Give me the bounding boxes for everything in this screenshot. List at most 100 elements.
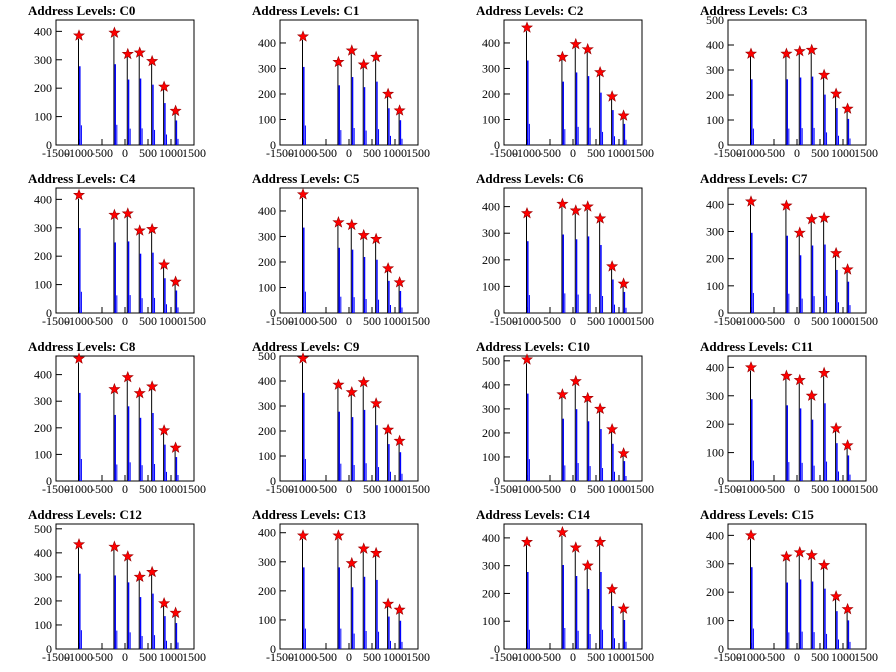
- chart-panel: Address Levels: C11 0 100 200 300 400 -1500-10…: [700, 339, 878, 496]
- x-tick-label: -500: [91, 314, 113, 328]
- star-marker: [569, 541, 582, 553]
- chart-title: Address Levels: C10: [476, 339, 590, 354]
- chart-title: Address Levels: C8: [28, 339, 136, 354]
- y-tick-label: 200: [258, 424, 276, 438]
- star-marker: [146, 380, 159, 392]
- y-tick-label: 100: [34, 618, 52, 632]
- x-tick-label: 0: [122, 650, 128, 664]
- x-tick-label: 1500: [182, 146, 206, 160]
- star-marker: [805, 389, 818, 401]
- x-tick-label: -500: [91, 482, 113, 496]
- star-marker: [793, 226, 806, 239]
- x-tick-label: -1500: [490, 650, 518, 664]
- star-marker: [606, 260, 619, 272]
- star-marker: [146, 222, 159, 235]
- star-marker: [169, 275, 182, 287]
- star-marker: [345, 44, 358, 56]
- x-tick-label: 1500: [406, 650, 430, 664]
- star-marker: [520, 21, 534, 33]
- x-tick-label: 500: [363, 482, 381, 496]
- y-tick-label: 0: [718, 474, 724, 488]
- star-marker: [158, 596, 171, 609]
- plot-frame: [279, 355, 419, 482]
- chart-title: Address Levels: C5: [252, 171, 360, 186]
- star-marker: [805, 548, 818, 561]
- star-marker: [793, 373, 806, 386]
- chart-panel: Address Levels: C6 0 100 200 300 400 -1500-100…: [476, 171, 654, 328]
- x-tick-label: -1500: [266, 650, 294, 664]
- star-marker: [581, 200, 594, 212]
- x-tick-label: 1000: [831, 482, 855, 496]
- x-tick-label: 1000: [159, 482, 183, 496]
- x-tick-label: -500: [91, 146, 113, 160]
- x-tick-label: 500: [139, 482, 157, 496]
- star-marker: [332, 216, 345, 228]
- y-tick-label: 300: [482, 226, 500, 240]
- star-marker: [332, 55, 345, 68]
- y-tick-label: 400: [34, 368, 52, 382]
- star-marker: [780, 47, 793, 59]
- star-marker: [594, 402, 607, 415]
- x-tick-label: 0: [570, 146, 576, 160]
- y-tick-label: 0: [494, 138, 500, 152]
- star-marker: [169, 441, 182, 453]
- star-marker: [345, 218, 358, 231]
- star-marker: [818, 68, 831, 81]
- x-tick-label: 0: [794, 482, 800, 496]
- y-tick-label: 300: [706, 63, 724, 77]
- x-tick-label: -1000: [289, 146, 317, 160]
- star-marker: [169, 104, 182, 117]
- x-tick-label: -1500: [714, 482, 742, 496]
- y-tick-label: 400: [34, 192, 52, 206]
- star-marker: [393, 104, 406, 116]
- star-marker: [296, 30, 310, 42]
- star-marker: [72, 188, 86, 201]
- chart-panel: Address Levels: C0 0 100 200 300 400 -1500-100…: [28, 3, 206, 160]
- x-tick-label: 500: [139, 146, 157, 160]
- y-tick-label: 400: [258, 526, 276, 540]
- plot-frame: [727, 19, 867, 146]
- plot-frame: [503, 187, 643, 314]
- y-tick-label: 300: [482, 61, 500, 75]
- y-tick-label: 100: [258, 112, 276, 126]
- x-tick-label: 1500: [854, 650, 878, 664]
- star-marker: [606, 90, 619, 102]
- star-marker: [556, 197, 569, 210]
- chart-panel: Address Levels: C14 0 100 200 300 400 -1500-10…: [476, 507, 654, 664]
- y-tick-label: 100: [258, 613, 276, 627]
- star-marker: [121, 550, 134, 562]
- star-marker: [556, 50, 569, 63]
- x-tick-label: 500: [363, 146, 381, 160]
- x-tick-label: -1500: [42, 146, 70, 160]
- y-tick-label: 200: [482, 586, 500, 600]
- x-tick-label: 1000: [159, 314, 183, 328]
- star-marker: [744, 361, 758, 373]
- x-tick-label: 1000: [383, 146, 407, 160]
- plot-frame: [55, 187, 195, 314]
- chart-panel: Address Levels: C15 0 100 200 300 400 -1500-10…: [700, 507, 878, 664]
- y-tick-label: 200: [706, 417, 724, 431]
- star-marker: [744, 195, 758, 207]
- plot-frame: [55, 355, 195, 482]
- x-tick-label: -1000: [65, 650, 93, 664]
- x-tick-label: 500: [587, 314, 605, 328]
- star-marker: [158, 424, 171, 436]
- star-marker: [594, 65, 607, 78]
- x-tick-label: 1000: [831, 146, 855, 160]
- y-tick-label: 200: [34, 249, 52, 263]
- chart-panel: Address Levels: C1 0 100 200 300 400 -1500-100…: [252, 3, 430, 160]
- star-marker: [556, 525, 569, 538]
- star-marker: [296, 352, 310, 364]
- y-tick-label: 200: [258, 255, 276, 269]
- y-tick-label: 200: [34, 594, 52, 608]
- x-tick-label: -1000: [289, 650, 317, 664]
- star-marker: [830, 422, 843, 434]
- x-tick-label: -500: [763, 650, 785, 664]
- star-marker: [841, 439, 854, 451]
- chart-title: Address Levels: C1: [252, 3, 359, 18]
- star-marker: [581, 391, 594, 404]
- y-tick-label: 100: [482, 279, 500, 293]
- x-tick-label: 0: [122, 314, 128, 328]
- star-marker: [606, 422, 619, 435]
- star-marker: [370, 50, 383, 63]
